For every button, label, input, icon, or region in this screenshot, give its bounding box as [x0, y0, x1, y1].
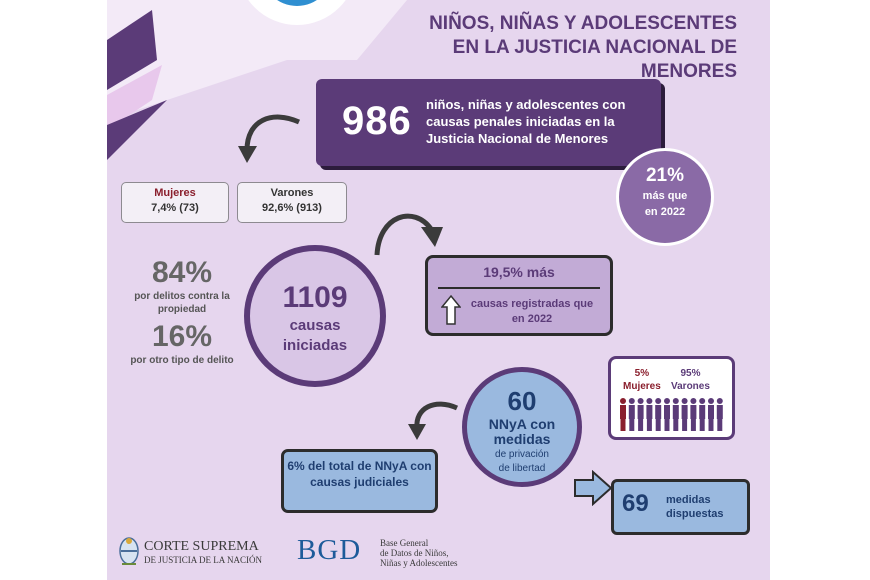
cases-circle: 1109 causas iniciadas: [244, 245, 386, 387]
custody-sub-1: de privación: [495, 449, 549, 460]
measures-box: 69 medidas dispuestas: [611, 479, 750, 535]
man-icon: [672, 398, 679, 431]
curved-arrow-icon: [238, 114, 301, 163]
woman-icon: [620, 398, 626, 431]
cases-text-2: iniciadas: [282, 337, 348, 354]
other-text: por otro tipo de delito: [130, 355, 234, 366]
bgd-logo: BGD: [297, 534, 362, 566]
title-line-1: NIÑOS, NIÑAS Y ADOLESCENTES: [429, 13, 737, 34]
custody-sub-2: de libertad: [498, 463, 546, 474]
measures-text: medidas dispuestas: [666, 493, 723, 521]
measures-number: 69: [622, 490, 649, 517]
custody-gender-box: 5% Mujeres 95% Varones: [608, 356, 735, 440]
arrow-right-icon: [574, 470, 613, 506]
man-icon: [637, 398, 644, 431]
custody-text-1: NNyA con: [488, 416, 556, 432]
man-icon: [681, 398, 688, 431]
divider: [438, 287, 600, 289]
curved-arrow-icon: [374, 213, 443, 256]
custody-men: 95% Varones: [671, 367, 710, 393]
men-box: Varones 92,6% (913): [237, 182, 347, 223]
measures-text-1: medidas: [666, 494, 711, 506]
cases-increase-text: causas registradas que en 2022: [470, 298, 594, 325]
women-value: 7,4% (73): [151, 202, 199, 214]
man-icon: [690, 398, 697, 431]
court-seal-icon: [119, 537, 139, 565]
custody-women-pct: 5%: [634, 368, 650, 379]
cases-increase-box: 19,5% más causas registradas que en 2022: [425, 255, 613, 336]
women-label: Mujeres: [154, 187, 196, 199]
custody-women-label: Mujeres: [623, 381, 661, 392]
bgd-line-3: Niñas y Adolescentes: [380, 558, 458, 568]
custody-number: 60: [507, 386, 537, 416]
up-arrow-icon: [441, 294, 461, 325]
men-label: Varones: [270, 187, 314, 199]
man-icon: [664, 398, 670, 431]
man-icon: [646, 398, 653, 431]
man-icon: [708, 398, 714, 431]
custody-circle: 60 NNyA con medidas de privación de libe…: [462, 367, 582, 487]
bgd-line-1: Base General: [380, 538, 429, 548]
custody-men-label: Varones: [671, 381, 710, 392]
increase-text-2: en 2022: [644, 206, 686, 218]
man-icon: [628, 398, 635, 431]
man-icon: [716, 398, 723, 431]
increase-circle: 21% más que en 2022: [616, 148, 714, 246]
custody-women: 5% Mujeres: [623, 367, 661, 393]
measures-text-2: dispuestas: [666, 508, 724, 520]
decorative-shapes: [107, 0, 407, 160]
other-pct: 16%: [151, 320, 213, 353]
property-pct: 84%: [151, 256, 213, 289]
custody-men-pct: 95%: [680, 368, 701, 379]
court-logo: CORTE SUPREMA DE JUSTICIA DE LA NACIÓN: [118, 534, 262, 573]
headline-box: 986 niños, niñas y adolescentes con caus…: [316, 79, 661, 166]
headline-number: 986: [342, 99, 412, 143]
title-line-2: EN LA JUSTICIA NACIONAL DE MENORES: [452, 37, 737, 82]
bgd-description: Base General de Datos de Niños, Niñas y …: [380, 538, 457, 568]
infographic: NIÑOS, NIÑAS Y ADOLESCENTES EN LA JUSTIC…: [107, 0, 770, 580]
people-icons: [620, 398, 723, 431]
bgd-line-2: de Datos de Niños,: [380, 548, 449, 558]
page-title: NIÑOS, NIÑAS Y ADOLESCENTES EN LA JUSTIC…: [357, 12, 737, 84]
cases-increase-headline: 19,5% más: [483, 264, 555, 280]
custody-text-2: medidas: [493, 431, 551, 447]
women-box: Mujeres 7,4% (73): [121, 182, 229, 223]
headline-text: niños, niñas y adolescentes con causas p…: [426, 97, 626, 146]
man-icon: [699, 398, 706, 431]
men-value: 92,6% (913): [262, 202, 322, 214]
custody-share-box: 6% del total de NNyA con causas judicial…: [281, 449, 438, 513]
court-sub: DE JUSTICIA DE LA NACIÓN: [144, 555, 262, 565]
man-icon: [655, 398, 662, 431]
property-text: por delitos contra la propiedad: [134, 291, 230, 315]
court-name: CORTE SUPREMA: [144, 539, 259, 554]
curved-arrow-icon: [408, 401, 459, 440]
cases-text-1: causas: [289, 317, 341, 334]
crime-type-block: 84% por delitos contra la propiedad 16% …: [127, 256, 237, 367]
increase-pct: 21%: [645, 165, 685, 186]
increase-text-1: más que: [642, 190, 688, 202]
custody-share-text: 6% del total de NNyA con causas judicial…: [287, 459, 432, 489]
cases-number: 1109: [282, 281, 348, 314]
